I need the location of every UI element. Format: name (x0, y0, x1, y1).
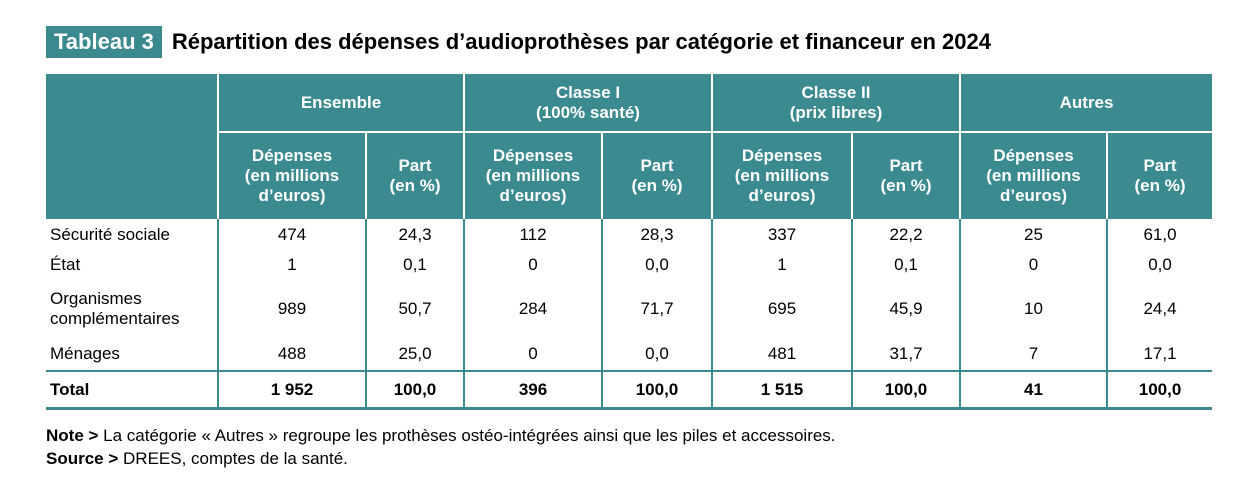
table-cell: 24,4 (1105, 280, 1213, 338)
total-cell: 100,0 (1105, 370, 1213, 410)
total-cell: 100,0 (851, 370, 960, 410)
table-row: État 1 0,1 0 0,0 1 0,1 0 0,0 (46, 250, 1213, 280)
expenditure-table: Ensemble Classe I (100% santé) Classe II… (46, 74, 1213, 410)
table-cell: 22,2 (851, 219, 960, 250)
table-cell: 0 (959, 250, 1107, 280)
row-label: Organismes complémentaires (50, 289, 180, 328)
table-cell: 7 (959, 338, 1107, 371)
group-header-line1: Ensemble (300, 92, 382, 112)
row-label: État (50, 255, 81, 274)
table-cell: 25 (959, 219, 1107, 250)
table-row: Organismes complémentaires 989 50,7 284 7… (46, 280, 1213, 338)
table-cell: 1 (217, 250, 366, 280)
note-label: Note > (46, 426, 99, 445)
group-header-line2: (prix libres) (789, 102, 883, 122)
subheader-part: Part (en %) (851, 132, 960, 219)
total-cell: 100,0 (601, 370, 712, 410)
subheader-depenses: Dépenses (en millions d’euros) (463, 132, 602, 219)
total-cell: 1 515 (711, 370, 852, 410)
table-title: Répartition des dépenses d’audioprothèse… (171, 29, 991, 54)
note-line: Note > La catégorie « Autres » regroupe … (46, 424, 836, 447)
subheader-depenses: Dépenses (en millions d’euros) (217, 132, 366, 219)
total-cell: 396 (463, 370, 602, 410)
source-label: Source > (46, 449, 119, 468)
table-cell: 28,3 (601, 219, 712, 250)
header-corner-cell (46, 74, 218, 219)
subheader-part: Part (en %) (365, 132, 464, 219)
group-header-line1: Autres (1059, 92, 1114, 112)
group-header-autres: Autres (958, 74, 1213, 133)
group-header-ensemble: Ensemble (217, 74, 464, 133)
table-cell: 0,0 (601, 250, 712, 280)
table-cell: 61,0 (1105, 219, 1213, 250)
table-number-badge: Tableau 3 (46, 26, 162, 58)
table-cell: 0,1 (851, 250, 960, 280)
table-notes: Note > La catégorie « Autres » regroupe … (46, 424, 836, 470)
table-row: Sécurité sociale 474 24,3 112 28,3 337 2… (46, 219, 1213, 250)
total-cell: 100,0 (365, 370, 464, 410)
table-cell: 112 (463, 219, 602, 250)
table-cell: 0 (463, 250, 602, 280)
total-cell: 1 952 (217, 370, 366, 410)
table-cell: 474 (217, 219, 366, 250)
table-title-row: Tableau 3 Répartition des dépenses d’aud… (46, 26, 991, 58)
group-header-line2: (100% santé) (536, 102, 640, 122)
group-header-classe-2: Classe II (prix libres) (711, 74, 960, 133)
row-label: Ménages (50, 344, 120, 363)
table-cell: 481 (711, 338, 852, 371)
table-cell: 17,1 (1105, 338, 1213, 371)
table-cell: 24,3 (365, 219, 464, 250)
group-header-line1: Classe I (555, 82, 621, 102)
table-cell: 25,0 (365, 338, 464, 371)
table-cell: 488 (217, 338, 366, 371)
note-text: La catégorie « Autres » regroupe les pro… (98, 426, 836, 445)
table-cell: 50,7 (365, 280, 464, 338)
table-cell: 695 (711, 280, 852, 338)
subheader-depenses: Dépenses (en millions d’euros) (711, 132, 852, 219)
total-label: Total (46, 370, 218, 410)
table-row: Ménages 488 25,0 0 0,0 481 31,7 7 17,1 (46, 338, 1213, 371)
total-cell: 41 (959, 370, 1107, 410)
table-cell: 0 (463, 338, 602, 371)
subheader-part: Part (en %) (1105, 132, 1213, 219)
subheader-part: Part (en %) (601, 132, 712, 219)
table-cell: 1 (711, 250, 852, 280)
total-row: Total 1 952 100,0 396 100,0 1 515 100,0 … (46, 370, 1213, 410)
subheader-depenses: Dépenses (en millions d’euros) (959, 132, 1107, 219)
table-cell: 989 (217, 280, 366, 338)
source-line: Source > DREES, comptes de la santé. (46, 447, 836, 470)
table-cell: 0,0 (601, 338, 712, 371)
table-cell: 45,9 (851, 280, 960, 338)
group-header-classe-1: Classe I (100% santé) (463, 74, 712, 133)
table-cell: 0,0 (1105, 250, 1213, 280)
group-header-line1: Classe II (801, 82, 871, 102)
row-label: Sécurité sociale (50, 224, 171, 244)
table-cell: 10 (959, 280, 1107, 338)
table-cell: 31,7 (851, 338, 960, 371)
table-cell: 0,1 (365, 250, 464, 280)
table-cell: 337 (711, 219, 852, 250)
table-cell: 71,7 (601, 280, 712, 338)
source-text: DREES, comptes de la santé. (118, 449, 348, 468)
table-cell: 284 (463, 280, 602, 338)
